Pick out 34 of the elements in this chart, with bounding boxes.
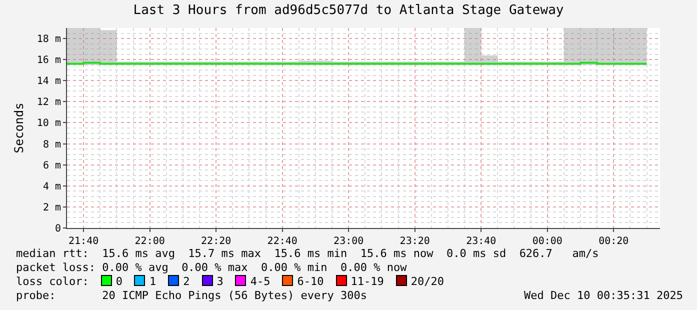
y-tick-label: 14 m (36, 76, 61, 88)
x-tick-label: 23:40 (466, 236, 496, 247)
text: Wed Dec 10 00:35:31 2025 (524, 289, 683, 302)
text: 2 (183, 275, 190, 288)
y-tick-label: 12 m (36, 97, 61, 108)
text: 3 (216, 275, 224, 288)
y-axis-title: Seconds (12, 102, 26, 154)
y-tick-label: 18 m (36, 34, 61, 46)
x-tick-label: 22:00 (134, 236, 165, 247)
x-tick-label: 23:00 (334, 236, 364, 247)
x-tick-label: 23:20 (400, 236, 430, 247)
text: 0 (116, 275, 122, 288)
x-tick-label: 22:20 (201, 236, 232, 247)
y-tick-label: 8 m (42, 139, 61, 150)
text: loss color: (16, 275, 89, 288)
text: 6-10 (297, 275, 324, 288)
text: packet loss: 0.00 % avg 0.00 % max 0.00 % min 0.00 % now (16, 261, 407, 274)
text: 11-19 (350, 275, 384, 288)
x-tick-label: 00:00 (532, 236, 562, 247)
text: probe: 20 ICMP Echo Pings (56 Bytes) every 300s (16, 289, 367, 302)
text: median rtt: 15.6 ms avg 15.7 ms max 15.6 ms min 15.6 ms now 0.0 ms sd 626.7 am/s (16, 247, 599, 260)
text: 4-5 (250, 275, 270, 288)
x-tick-label: 22:40 (267, 236, 298, 247)
text: 20/20 (410, 275, 444, 288)
x-tick-label: 21:40 (68, 236, 99, 247)
text: 1 (149, 275, 156, 288)
y-tick-label: 0 (54, 224, 61, 234)
x-tick-label: 00:20 (598, 236, 629, 247)
y-tick-label: 10 m (36, 118, 61, 130)
y-tick-label: 2 m (42, 202, 61, 214)
y-tick-label: 6 m (42, 160, 61, 172)
y-tick-label: 4 m (42, 181, 61, 192)
chart-title: Last 3 Hours from ad96d5c5077d to Atlanta Stage Gateway (133, 2, 564, 18)
y-tick-label: 16 m (36, 55, 61, 66)
